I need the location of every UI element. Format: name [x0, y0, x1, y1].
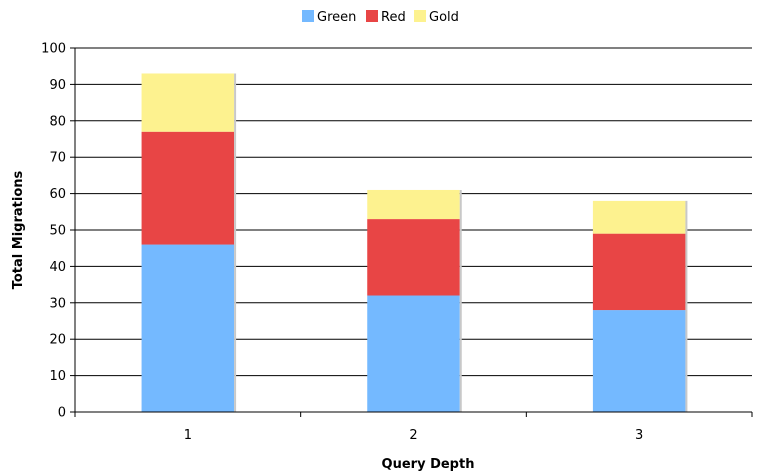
x-tick-label: 3 — [635, 428, 643, 443]
y-tick-label: 50 — [49, 224, 66, 239]
bars — [141, 73, 688, 412]
bar-red-3 — [592, 233, 686, 311]
legend-label-red: Red — [381, 10, 406, 25]
y-tick-label: 100 — [41, 42, 66, 57]
y-tick-labels: 0 10 20 30 40 50 60 70 80 90 100 — [41, 42, 66, 421]
x-tick-label: 2 — [409, 428, 417, 443]
legend-label-gold: Gold — [429, 10, 459, 25]
y-axis-title: Total Migrations — [11, 170, 26, 289]
y-tick-label: 90 — [49, 78, 66, 93]
bar-gold-3 — [592, 200, 686, 234]
y-tick-label: 60 — [49, 187, 66, 202]
x-tick-labels: 1 2 3 — [184, 428, 644, 443]
bar-green-3 — [592, 310, 686, 412]
bar-gold-2 — [367, 189, 460, 220]
bar-green-2 — [367, 295, 460, 412]
x-axis-title: Query Depth — [382, 457, 475, 472]
y-tick-label: 40 — [49, 260, 66, 275]
y-tick-label: 80 — [49, 114, 66, 129]
legend-swatch-green — [302, 10, 314, 22]
bar-red-2 — [367, 219, 460, 296]
x-tick-label: 1 — [184, 428, 192, 443]
bar-red-1 — [141, 131, 235, 245]
bar-gold-1 — [141, 73, 235, 132]
y-tick-label: 0 — [58, 406, 66, 421]
legend-swatch-red — [366, 10, 378, 22]
bar-green-1 — [141, 244, 235, 412]
y-tick-label: 20 — [49, 333, 66, 348]
legend-label-green: Green — [317, 10, 356, 25]
axes — [74, 48, 753, 417]
y-tick-label: 10 — [49, 369, 66, 384]
y-tick-label: 30 — [49, 296, 66, 311]
y-tick-label: 70 — [49, 151, 66, 166]
legend: Green Red Gold — [302, 10, 459, 25]
legend-swatch-gold — [414, 10, 426, 22]
